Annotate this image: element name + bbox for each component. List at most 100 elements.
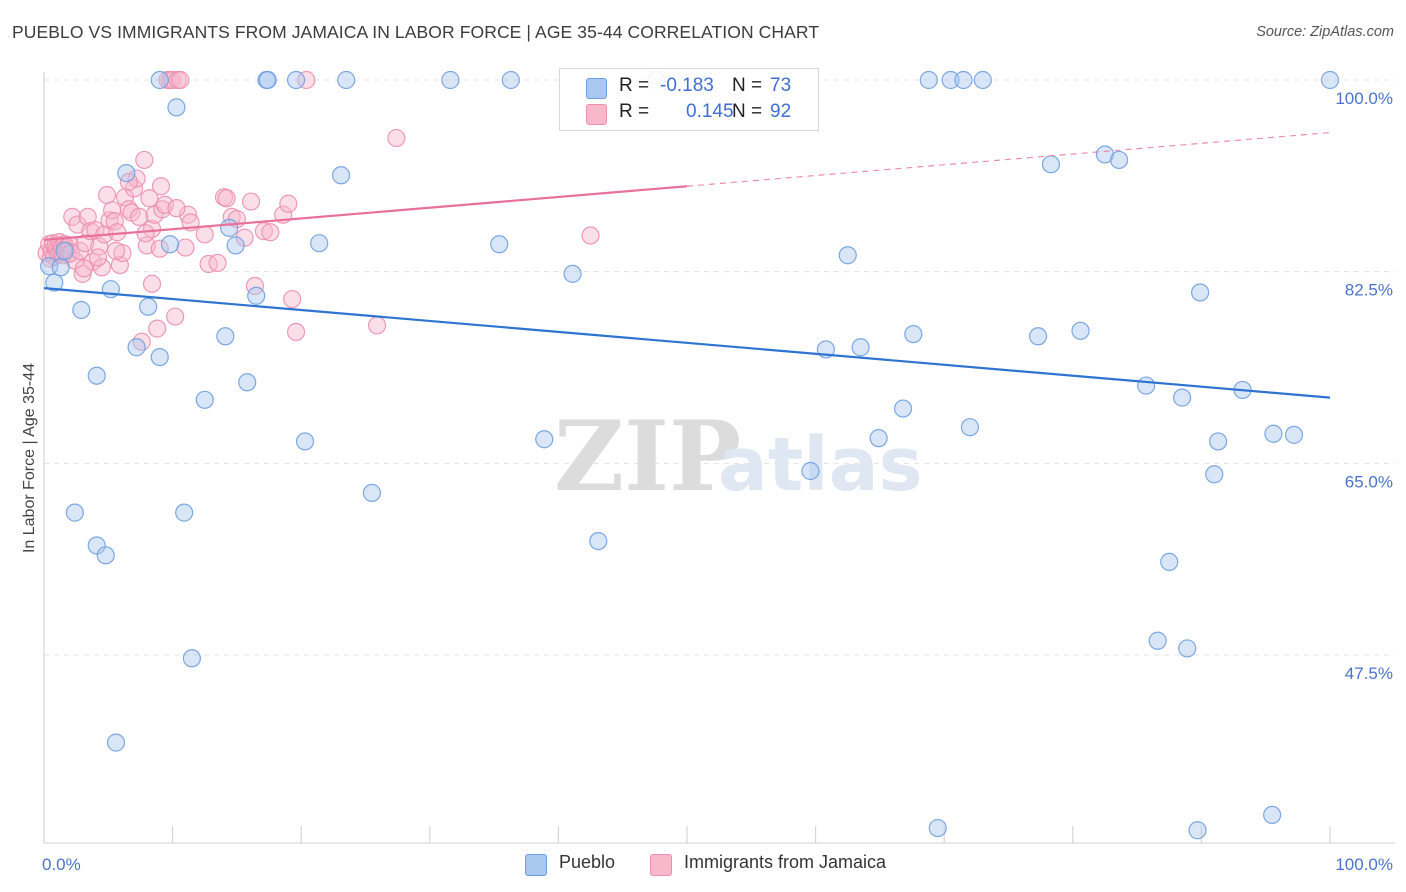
- pueblo-point-46: [904, 324, 923, 344]
- jamaica-trend-line-extension: [686, 131, 1331, 187]
- pueblo-point-57: [1109, 150, 1129, 170]
- jamaica-point-80: [367, 316, 387, 335]
- jamaica-point-57: [163, 70, 182, 90]
- pueblo-trend-line: [43, 286, 1331, 399]
- series-legend: Pueblo Immigrants from Jamaica: [0, 852, 1406, 878]
- legend-label-pueblo: Pueblo: [559, 852, 616, 872]
- jamaica-point-44: [130, 207, 149, 227]
- jamaica-point-83: [151, 177, 171, 196]
- legend-swatch-pueblo: [525, 854, 547, 876]
- watermark: ZIP atlas: [554, 400, 923, 513]
- legend-n-value: 92: [770, 101, 792, 122]
- watermark-atlas: atlas: [718, 422, 923, 508]
- pueblo-point-32: [337, 70, 356, 90]
- pueblo-point-55: [1071, 321, 1090, 340]
- x-tick-label-max: 100.0%: [1335, 855, 1393, 874]
- legend-r-label: R =: [619, 101, 650, 122]
- jamaica-point-77: [283, 289, 302, 309]
- pueblo-point-18: [175, 503, 194, 522]
- pueblo-point-58: [1137, 376, 1156, 395]
- legend-r-label: R =: [619, 75, 650, 96]
- jamaica-point-48: [140, 189, 159, 208]
- jamaica-point-89: [74, 259, 93, 278]
- pueblo-point-16: [160, 235, 180, 254]
- pueblo-point-25: [247, 286, 266, 305]
- y-tick-label-1: 82.5%: [1345, 281, 1393, 300]
- pueblo-point-36: [501, 70, 520, 90]
- jamaica-point-65: [208, 253, 227, 273]
- pueblo-point-50: [954, 70, 973, 90]
- pueblo-point-12: [127, 338, 146, 357]
- pueblo-point-33: [362, 483, 382, 503]
- jamaica-points: [37, 70, 600, 351]
- pueblo-point-61: [1173, 388, 1192, 407]
- pueblo-point-3: [55, 241, 74, 260]
- pueblo-point-4: [72, 300, 91, 320]
- y-tick-label-2: 65.0%: [1345, 472, 1393, 491]
- legend-swatch-pueblo: [586, 78, 607, 99]
- jamaica-point-79: [297, 70, 316, 90]
- pueblo-point-65: [1205, 465, 1224, 484]
- trend-lines: [43, 131, 1331, 399]
- jamaica-point-40: [119, 200, 138, 219]
- jamaica-point-84: [167, 199, 186, 218]
- pueblo-point-2: [51, 258, 70, 277]
- jamaica-point-24: [76, 234, 95, 253]
- y-tick-labels: 100.0% 82.5% 65.0% 47.5%: [1335, 89, 1393, 683]
- y-tick-label-3: 47.5%: [1345, 664, 1393, 683]
- jamaica-point-51: [148, 319, 167, 338]
- pueblo-point-63: [1188, 821, 1207, 840]
- pueblo-point-64: [1191, 283, 1210, 302]
- pueblo-point-1: [45, 273, 64, 292]
- pueblo-point-44: [869, 429, 888, 448]
- jamaica-point-30: [92, 258, 111, 277]
- jamaica-point-88: [88, 248, 108, 267]
- jamaica-point-45: [132, 332, 151, 351]
- pueblo-point-13: [139, 297, 158, 316]
- pueblo-points: [40, 70, 1340, 840]
- jamaica-point-52: [150, 239, 169, 258]
- jamaica-point-90: [142, 274, 162, 293]
- jamaica-point-78: [286, 322, 306, 342]
- chart-title: PUEBLO VS IMMIGRANTS FROM JAMAICA IN LAB…: [12, 22, 820, 42]
- jamaica-point-67: [217, 189, 236, 208]
- pueblo-point-71: [1320, 70, 1340, 90]
- pueblo-point-56: [1095, 145, 1115, 164]
- pueblo-point-52: [973, 70, 992, 90]
- legend-label-jamaica: Immigrants from Jamaica: [684, 852, 887, 872]
- pueblo-point-22: [220, 218, 239, 237]
- pueblo-point-53: [1028, 327, 1048, 346]
- jamaica-point-87: [106, 241, 126, 260]
- pueblo-point-68: [1263, 805, 1282, 825]
- jamaica-point-86: [136, 224, 155, 243]
- pueblo-point-70: [1284, 425, 1304, 444]
- jamaica-trend-line: [43, 185, 688, 242]
- pueblo-point-31: [331, 166, 351, 185]
- pueblo-point-72: [838, 246, 857, 265]
- pueblo-point-41: [801, 461, 820, 481]
- pueblo-point-48: [928, 818, 947, 838]
- jamaica-point-82: [581, 226, 600, 245]
- pueblo-point-66: [1209, 432, 1228, 451]
- pueblo-point-45: [893, 399, 913, 418]
- jamaica-point-54: [155, 195, 174, 214]
- pueblo-point-27: [258, 70, 277, 90]
- correlation-legend: R = -0.183 N = 73 R = 0.145 N = 92: [559, 68, 819, 131]
- pueblo-point-14: [150, 70, 169, 90]
- jamaica-point-61: [176, 238, 195, 257]
- pueblo-point-62: [1178, 639, 1197, 658]
- x-tick-marks: [172, 826, 1331, 843]
- legend-n-label: N =: [732, 101, 763, 122]
- x-tick-label-min: 0.0%: [42, 855, 81, 874]
- pueblo-point-54: [1041, 155, 1061, 174]
- pueblo-point-69: [1264, 424, 1283, 443]
- pueblo-point-51: [960, 418, 980, 437]
- pueblo-point-34: [441, 70, 460, 90]
- legend-swatch-jamaica: [650, 854, 672, 876]
- jamaica-point-74: [261, 223, 280, 242]
- pueblo-point-23: [226, 236, 245, 255]
- pueblo-point-20: [195, 390, 214, 409]
- pueblo-point-19: [182, 649, 201, 668]
- jamaica-point-32: [97, 185, 117, 205]
- legend-swatch-jamaica: [586, 104, 607, 125]
